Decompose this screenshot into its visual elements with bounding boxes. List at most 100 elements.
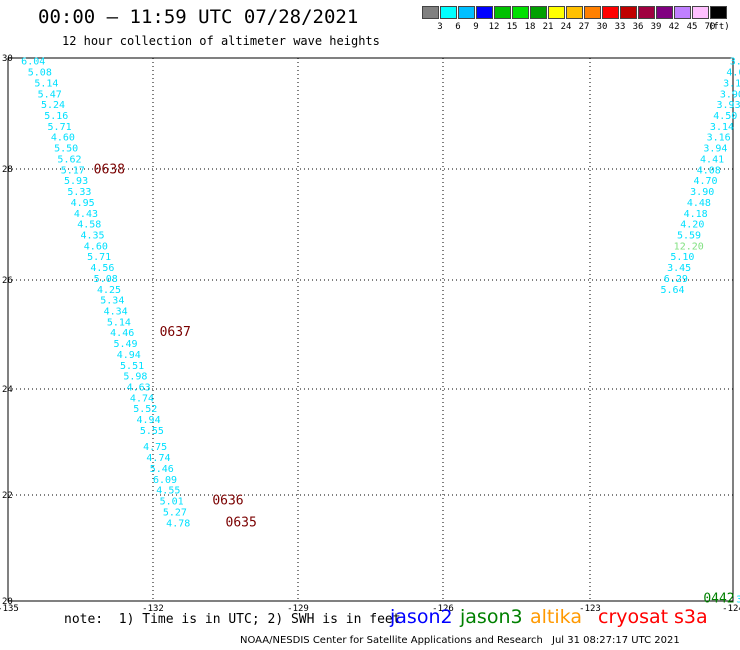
wave-height-label: 4.58 bbox=[77, 220, 101, 231]
color-swatch bbox=[602, 6, 619, 19]
wave-height-label: 5.34 bbox=[100, 296, 124, 307]
wave-height-label: 5.71 bbox=[87, 252, 111, 263]
color-scale-label: 18 bbox=[524, 22, 536, 32]
y-tick-label: 22 bbox=[2, 491, 13, 501]
color-scale-label: 21 bbox=[542, 22, 554, 32]
generated-timestamp: Jul 31 08:27:17 UTC 2021 bbox=[552, 635, 680, 646]
color-scale-label: 36 bbox=[632, 22, 644, 32]
color-swatch bbox=[422, 6, 439, 19]
wave-height-label: 4.70 bbox=[693, 176, 717, 187]
wave-height-label: 5.08 bbox=[94, 274, 118, 285]
x-tick-label: -126 bbox=[432, 604, 454, 614]
legend-jason2: jason2 bbox=[390, 606, 453, 628]
color-scale-label: 70 bbox=[704, 22, 716, 32]
wave-height-label: 4.78 bbox=[166, 518, 190, 529]
chart-subtitle: 12 hour collection of altimeter wave hei… bbox=[62, 34, 380, 48]
color-scale-label: 9 bbox=[473, 22, 479, 32]
pass-time-label: 0442 bbox=[703, 591, 734, 606]
wave-height-label: 3.94 bbox=[730, 57, 740, 68]
y-tick-label: 28 bbox=[2, 165, 13, 175]
color-scale-label: 6 bbox=[455, 22, 461, 32]
color-scale-label: 15 bbox=[506, 22, 518, 32]
chart-title: 00:00 – 11:59 UTC 07/28/2021 bbox=[38, 6, 359, 28]
legend-cryosat: cryosat bbox=[598, 606, 669, 628]
wave-height-label: 5.59 bbox=[677, 230, 701, 241]
color-swatch bbox=[692, 6, 709, 19]
wave-height-label: 4.41 bbox=[700, 154, 724, 165]
color-swatch bbox=[548, 6, 565, 19]
wave-height-label: 5.93 bbox=[64, 176, 88, 187]
pass-time-label: 0636 bbox=[212, 494, 243, 509]
wave-height-label: 5.49 bbox=[113, 339, 137, 350]
wave-height-label: 4.63 bbox=[127, 383, 151, 394]
wave-height-label: 3.94 bbox=[703, 144, 727, 155]
units-note: note: 1) Time is in UTC; 2) SWH is in fe… bbox=[64, 612, 401, 627]
color-scale-unit: (ft) bbox=[708, 22, 730, 32]
wave-height-label: 6.09 bbox=[153, 475, 177, 486]
y-tick-label: 26 bbox=[2, 276, 13, 286]
color-scale-label: 42 bbox=[668, 22, 680, 32]
wave-height-label: 5.17 bbox=[61, 165, 85, 176]
legend-jason3: jason3 bbox=[460, 606, 523, 628]
color-scale-label: 30 bbox=[596, 22, 608, 32]
wave-height-label: 3.82 bbox=[736, 594, 740, 605]
color-swatch bbox=[656, 6, 673, 19]
wave-height-label: 5.62 bbox=[57, 154, 81, 165]
wave-height-label: 4.35 bbox=[81, 230, 105, 241]
wave-height-label: 5.24 bbox=[41, 100, 65, 111]
wave-height-label: 5.33 bbox=[67, 187, 91, 198]
credit-line: NOAA/NESDIS Center for Satellite Applica… bbox=[240, 635, 543, 646]
y-tick-label: 24 bbox=[2, 385, 13, 395]
legend-s3a: s3a bbox=[674, 606, 708, 628]
wave-height-label: 4.95 bbox=[71, 198, 95, 209]
wave-height-label: 3.12 bbox=[723, 78, 740, 89]
color-swatch bbox=[674, 6, 691, 19]
wave-height-label: 5.64 bbox=[661, 285, 685, 296]
color-scale-label: 33 bbox=[614, 22, 626, 32]
wave-height-label: 5.71 bbox=[48, 122, 72, 133]
wave-height-label: 5.98 bbox=[123, 372, 147, 383]
wave-height-label: 4.43 bbox=[74, 209, 98, 220]
wave-height-label: 3.14 bbox=[710, 122, 734, 133]
pass-time-label: 0638 bbox=[94, 162, 125, 177]
wave-height-label: 5.01 bbox=[160, 497, 184, 508]
wave-height-label: 4.18 bbox=[684, 209, 708, 220]
wave-height-label: 3.90 bbox=[720, 89, 740, 100]
x-tick-label: -135 bbox=[0, 604, 19, 614]
wave-height-label: 5.46 bbox=[150, 464, 174, 475]
wave-height-label: 5.50 bbox=[54, 144, 78, 155]
wave-height-label: 4.60 bbox=[51, 133, 75, 144]
wave-height-label: 4.50 bbox=[713, 111, 737, 122]
y-tick-label: 30 bbox=[2, 54, 13, 64]
wave-height-label: 4.56 bbox=[90, 263, 114, 274]
color-swatch bbox=[584, 6, 601, 19]
wave-height-label: 5.14 bbox=[107, 317, 131, 328]
wave-height-label: 4.48 bbox=[687, 198, 711, 209]
color-scale-label: 45 bbox=[686, 22, 698, 32]
wave-height-label: 5.52 bbox=[133, 404, 157, 415]
wave-height-label: 5.27 bbox=[163, 507, 187, 518]
color-swatch bbox=[512, 6, 529, 19]
wave-height-label: 5.51 bbox=[120, 361, 144, 372]
wave-height-label: 5.55 bbox=[140, 426, 164, 437]
pass-time-label: 0637 bbox=[160, 325, 191, 340]
wave-height-label: 3.45 bbox=[667, 263, 691, 274]
wave-height-label: 4.74 bbox=[146, 453, 170, 464]
wave-height-label: 5.47 bbox=[38, 89, 62, 100]
wave-height-label: 4.75 bbox=[143, 442, 167, 453]
y-tick-label: 20 bbox=[2, 597, 13, 607]
wave-height-label: 6.04 bbox=[21, 57, 45, 68]
x-tick-label: -129 bbox=[287, 604, 309, 614]
color-swatch bbox=[638, 6, 655, 19]
x-tick-label: -132 bbox=[142, 604, 164, 614]
plot-frame bbox=[7, 57, 734, 602]
wave-height-label: 3.93 bbox=[717, 100, 740, 111]
wave-height-label: 5.08 bbox=[28, 68, 52, 79]
wave-height-label: 6.29 bbox=[664, 274, 688, 285]
legend-altika: altika bbox=[530, 606, 582, 628]
color-scale-label: 39 bbox=[650, 22, 662, 32]
wave-height-label: 4.55 bbox=[156, 486, 180, 497]
wave-height-label: 4.34 bbox=[104, 306, 128, 317]
wave-height-label: 4.74 bbox=[130, 393, 154, 404]
